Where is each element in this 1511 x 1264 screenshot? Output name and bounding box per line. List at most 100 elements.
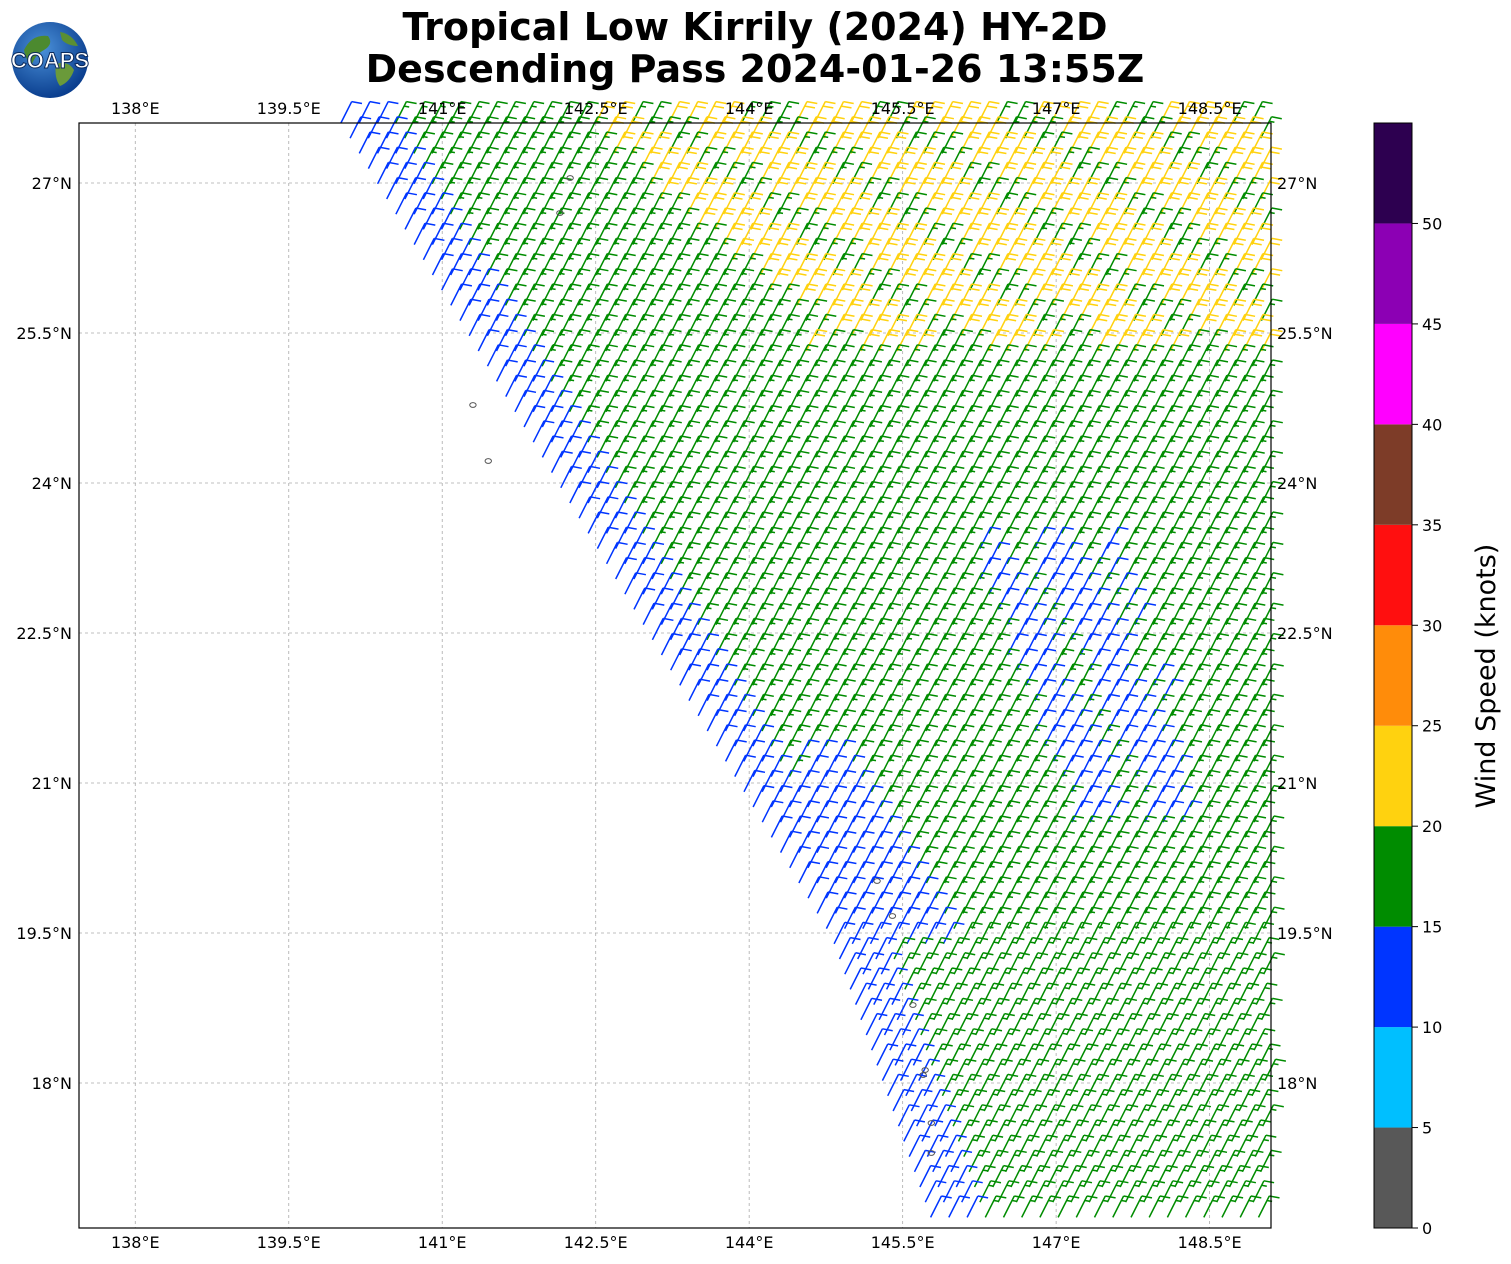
wind-barb-path [1047,1012,1070,1036]
wind-barb [897,1104,920,1127]
wind-barb-path [804,176,827,200]
wind-barb [1096,207,1119,230]
wind-barb-path [906,921,929,945]
island [484,458,492,464]
wind-barb [1141,131,1164,154]
wind-barb-path [957,1119,980,1142]
wind-barb-path [668,222,691,245]
wind-barb [1261,511,1284,534]
wind-barb [1055,982,1078,1005]
lat-label-right: 22.5°N [1277,624,1333,643]
wind-barb-path [723,192,745,215]
wind-barb [649,100,672,124]
wind-barb-path [984,936,1007,960]
wind-barb [1187,1149,1209,1173]
wind-barb-path [1104,967,1127,990]
wind-barb-path [1011,1012,1034,1036]
wind-barb-path [1261,511,1284,534]
wind-barb-path [1014,161,1037,185]
wind-barb-path [959,192,982,215]
wind-barb-path [887,1073,909,1097]
wind-barb-path [367,116,390,139]
wind-barb [1119,1164,1142,1188]
wind-barb [1094,1043,1117,1066]
wind-barb-path [1032,100,1055,124]
wind-barb-path [759,192,782,215]
wind-barb [886,161,909,185]
wind-barb [1261,541,1284,565]
wind-barb-path [985,1043,1008,1066]
wind-barb [966,1195,989,1218]
wind-barb [540,192,563,215]
island [909,1002,917,1008]
wind-barb-path [531,237,554,261]
wind-barb-path [1200,982,1223,1005]
wind-barb [1132,116,1155,139]
wind-barb [1261,450,1284,473]
wind-barb-path [896,207,918,230]
wind-barb [1129,1088,1152,1112]
wind-barb-path [996,1073,1019,1097]
wind-barb-path [1179,1180,1202,1203]
wind-barb [1258,1043,1281,1066]
wind-barb-path [459,207,481,230]
wind-barb [586,176,609,200]
wind-barb-path [1260,298,1283,321]
logo-text: COAPS [11,48,89,73]
wind-barb-path [413,161,436,185]
wind-barb [1203,1195,1226,1218]
wind-barb [1017,1134,1040,1157]
wind-barb-path [1114,207,1137,230]
wind-barb-path [449,161,472,185]
wind-barb [823,237,846,261]
wind-barb [1067,1119,1089,1142]
wind-barb-path [632,192,654,215]
wind-barb-path [841,146,864,169]
wind-barb [1150,1149,1173,1173]
wind-barb [996,192,1019,215]
wind-barb-path [1140,967,1163,990]
wind-barb [876,1043,899,1066]
wind-barb-path [1132,1149,1155,1173]
wind-barb [1260,298,1283,321]
wind-barb [1114,1149,1137,1173]
wind-barb [986,1149,1009,1173]
wind-barb [1164,982,1187,1005]
wind-barb [1262,693,1284,717]
wind-barb-path [650,222,673,245]
wind-barb [905,222,928,245]
lat-label-right: 21°N [1277,774,1317,793]
wind-barb-path [927,982,950,1005]
wind-barb [522,192,545,215]
wind-barb [395,161,417,185]
wind-barb [1159,100,1182,124]
wind-barb [1132,207,1155,230]
wind-barb [887,1073,909,1097]
wind-barb-path [1084,1012,1107,1036]
wind-barb-path [948,936,970,960]
wind-barb [1105,131,1128,154]
wind-barb [613,131,636,154]
wind-barb-path [1133,997,1156,1021]
wind-barb [1029,1012,1052,1036]
wind-barb [586,146,609,169]
wind-barb-path [887,222,909,245]
wind-barb [1005,207,1028,230]
wind-barb [568,207,591,230]
wind-barb [968,176,991,200]
wind-barb-path [1245,1058,1268,1081]
wind-barb-path [1060,207,1082,230]
lon-label-bottom: 147°E [1032,1233,1081,1252]
wind-barb [1219,982,1242,1005]
wind-barb-path [704,131,727,154]
wind-barb-path [1239,1195,1262,1218]
wind-barb-path [1174,1164,1197,1188]
wind-barb-path [759,222,782,245]
wind-barb [814,161,836,185]
wind-barb-path [1002,1195,1025,1218]
wind-barb [995,100,1018,124]
wind-barb [595,100,618,124]
wind-barb [1182,982,1205,1005]
wind-barb [980,1028,1003,1051]
